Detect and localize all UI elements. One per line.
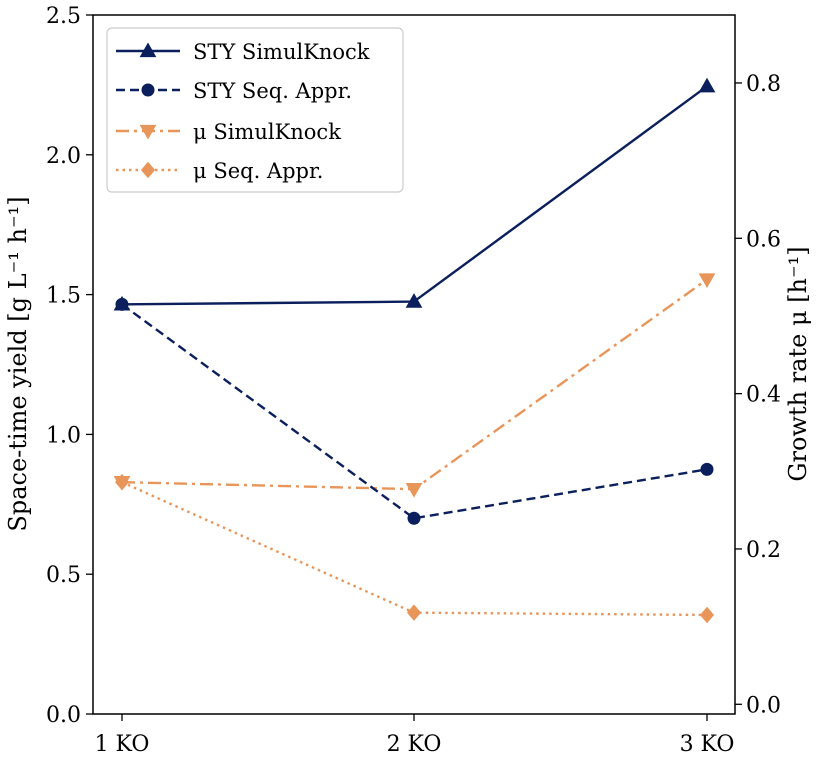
circle-marker bbox=[141, 83, 155, 97]
y-left-tick-label: 1.5 bbox=[46, 284, 81, 309]
y-left-tick-label: 1.0 bbox=[46, 423, 81, 448]
legend-label: STY Seq. Appr. bbox=[193, 79, 352, 103]
triangle-up-marker bbox=[405, 293, 423, 308]
circle-marker bbox=[700, 462, 714, 476]
series-sty-seq-appr- bbox=[115, 297, 714, 525]
y-right-tick-label: 0.2 bbox=[746, 538, 781, 563]
series-line bbox=[121, 303, 708, 520]
y-left-tick-label: 0.0 bbox=[46, 703, 81, 728]
series-line bbox=[121, 278, 708, 491]
plot-frame bbox=[92, 14, 736, 715]
legend-label: μ SimulKnock bbox=[193, 120, 341, 144]
y-right-tick-label: 0.8 bbox=[746, 72, 781, 97]
legend-label: μ Seq. Appr. bbox=[193, 159, 323, 183]
diamond-marker bbox=[114, 473, 130, 491]
diamond-marker bbox=[699, 606, 715, 624]
x-tick-label: 2 KO bbox=[387, 732, 442, 757]
plot-layer: 1 KO 2 KO 3 KO 0.0 0.5 1.0 1.5 2.0 2.5 0.0 0.2 0.4 0… bbox=[46, 4, 781, 757]
triangle-up-marker bbox=[698, 77, 716, 93]
triangle-down-marker bbox=[698, 273, 716, 288]
diamond-marker bbox=[406, 604, 422, 621]
triangle-up-marker bbox=[139, 42, 157, 58]
y-right-tick-label: 0.4 bbox=[746, 383, 781, 408]
x-tick-label: 3 KO bbox=[680, 732, 735, 757]
x-tick-label: 1 KO bbox=[95, 732, 150, 757]
circle-marker bbox=[115, 297, 129, 311]
circle-marker bbox=[407, 511, 421, 525]
y-left-tick-label: 2.0 bbox=[46, 144, 81, 169]
series--seq-appr- bbox=[114, 473, 715, 624]
y-right-tick-label: 0.0 bbox=[746, 693, 781, 718]
legend-box bbox=[106, 27, 404, 193]
diamond-marker bbox=[140, 161, 156, 179]
y-left-tick-label: 0.5 bbox=[46, 563, 81, 588]
triangle-down-marker bbox=[405, 483, 423, 498]
triangle-down-marker bbox=[139, 124, 157, 140]
y-left-tick-label: 2.5 bbox=[46, 4, 81, 29]
y-left-axis-title: Space-time yield [g L⁻¹ h⁻¹] bbox=[4, 196, 32, 531]
legend-label: STY SimulKnock bbox=[193, 40, 370, 64]
series-line bbox=[121, 481, 708, 617]
y-right-axis-title: Growth rate μ [h⁻¹] bbox=[784, 246, 812, 481]
y-right-tick-label: 0.6 bbox=[746, 227, 781, 252]
legend: STY SimulKnock STY Seq. Appr. μ SimulKnock… bbox=[106, 27, 404, 193]
